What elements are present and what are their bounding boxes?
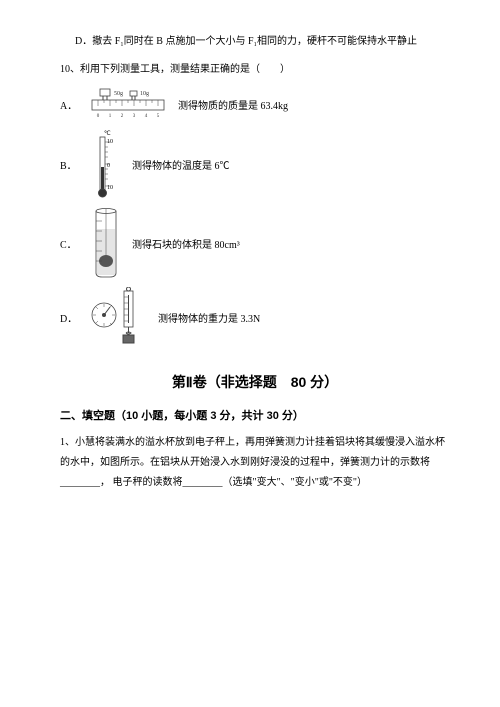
opt-b-label: B． bbox=[60, 157, 80, 172]
opt-c-label: C． bbox=[60, 236, 80, 251]
svg-text:2: 2 bbox=[121, 114, 124, 119]
q10-option-c: C． 测得石块的体积是 80cm³ bbox=[60, 207, 450, 279]
q10-stem: 10、利用下列测量工具，测量结果正确的是（ ） bbox=[60, 61, 450, 79]
rider-10g: 10g bbox=[140, 91, 149, 97]
svg-text:4: 4 bbox=[145, 114, 148, 119]
svg-text:5: 5 bbox=[157, 114, 160, 119]
thermometer-diagram: ℃ 10 0 10 bbox=[90, 129, 122, 199]
opt-a-text: 测得物质的质量是 63.4kg bbox=[178, 97, 288, 112]
q10-option-b: B． ℃ 10 0 10 测得物体的温度是 6℃ bbox=[60, 129, 450, 199]
opt-d-label: D． bbox=[60, 310, 80, 325]
q9-option-d: D．撤去 F₁同时在 B 点施加一个大小与 F₁相同的力，硬杆不可能保持水平静止 bbox=[60, 33, 450, 51]
tick-bottom-10: 10 bbox=[107, 185, 113, 191]
spring-scale-diagram bbox=[90, 287, 148, 347]
fill-q1: 1、小慧将装满水的溢水杯放到电子秤上，再用弹簧测力计挂着铝块将其缓慢浸入溢水杯的… bbox=[60, 433, 450, 493]
q10-option-d: D． 测得物体的重力是 3.3N bbox=[60, 287, 450, 347]
svg-text:3: 3 bbox=[133, 114, 136, 119]
q10-option-a: A． 50g 10g 0 1 2 3 4 5 测得物质的质量是 63.4kg bbox=[60, 87, 450, 121]
svg-text:0: 0 bbox=[107, 163, 110, 169]
unit-celsius: ℃ bbox=[104, 131, 111, 137]
graduated-cylinder-diagram bbox=[90, 207, 122, 279]
svg-text:1: 1 bbox=[109, 114, 112, 119]
fill-blank-heading: 二、填空题（10 小题，每小题 3 分，共计 30 分） bbox=[60, 407, 450, 423]
section-2-title: 第Ⅱ卷（非选择题 80 分） bbox=[60, 372, 450, 392]
opt-c-text: 测得石块的体积是 80cm³ bbox=[132, 236, 240, 251]
rider-50g: 50g bbox=[114, 91, 123, 97]
opt-b-text: 测得物体的温度是 6℃ bbox=[132, 157, 230, 172]
balance-ruler-diagram: 50g 10g 0 1 2 3 4 5 bbox=[90, 87, 168, 121]
opt-a-label: A． bbox=[60, 97, 80, 112]
svg-text:0: 0 bbox=[97, 114, 100, 119]
opt-d-text: 测得物体的重力是 3.3N bbox=[158, 310, 260, 325]
